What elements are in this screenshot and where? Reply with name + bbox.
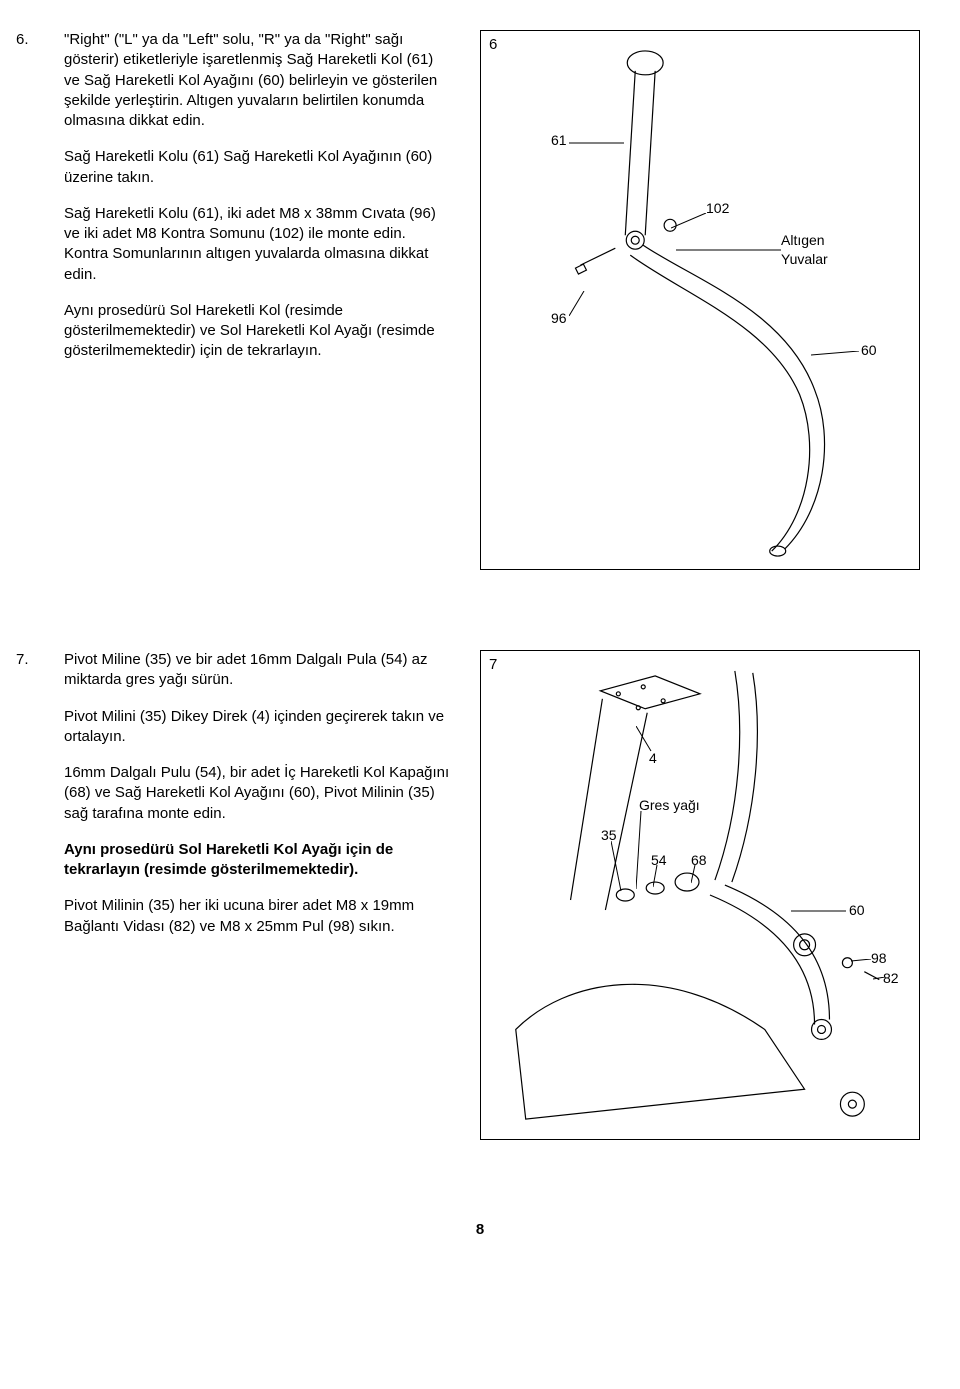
callout-60: 60 bbox=[849, 901, 865, 920]
leader-98 bbox=[851, 959, 873, 963]
leader-4 bbox=[636, 726, 656, 754]
step-7-para-3: 16mm Dalgalı Pulu (54), bir adet İç Hare… bbox=[64, 763, 450, 824]
step-6-row: 6. "Right" ("L" ya da "Left" solu, "R" y… bbox=[40, 30, 920, 570]
leader-54 bbox=[653, 865, 661, 890]
step-6-para-1: "Right" ("L" ya da "Left" solu, "R" ya d… bbox=[64, 30, 450, 131]
page-number: 8 bbox=[40, 1220, 920, 1240]
callout-altigen: Altıgen Yuvalar bbox=[781, 231, 828, 269]
leader-altigen bbox=[676, 246, 786, 256]
callout-96: 96 bbox=[551, 309, 567, 328]
leader-96 bbox=[569, 291, 594, 316]
leader-60b bbox=[791, 909, 851, 913]
fig-6-svg bbox=[481, 31, 919, 569]
step-7-figure: 7 bbox=[480, 650, 920, 1140]
leader-61 bbox=[569, 139, 629, 149]
step-7-para-5: Pivot Milinin (35) her iki ucuna birer a… bbox=[64, 896, 450, 937]
step-7-para-2: Pivot Milini (35) Dikey Direk (4) içinde… bbox=[64, 707, 450, 748]
step-7-text: 7. Pivot Miline (35) ve bir adet 16mm Da… bbox=[40, 650, 450, 1140]
step-6-number: 6. bbox=[16, 30, 29, 50]
leader-102 bbox=[671, 213, 711, 233]
fig-7-svg bbox=[481, 651, 919, 1139]
callout-gres: Gres yağı bbox=[639, 796, 700, 815]
leader-82 bbox=[873, 977, 887, 981]
step-6-figure: 6 61 102 bbox=[480, 30, 920, 570]
step-6-para-2: Sağ Hareketli Kolu (61) Sağ Hareketli Ko… bbox=[64, 147, 450, 188]
step-7-para-1: Pivot Miline (35) ve bir adet 16mm Dalga… bbox=[64, 650, 450, 691]
step-6-text: 6. "Right" ("L" ya da "Left" solu, "R" y… bbox=[40, 30, 450, 570]
callout-98: 98 bbox=[871, 949, 887, 968]
step-7-number: 7. bbox=[16, 650, 29, 670]
fig-6-number: 6 bbox=[489, 35, 497, 55]
leader-68 bbox=[691, 865, 699, 885]
step-6-para-3: Sağ Hareketli Kolu (61), iki adet M8 x 3… bbox=[64, 204, 450, 285]
leader-60 bbox=[811, 351, 866, 361]
leader-gres bbox=[636, 811, 646, 891]
fig-7-number: 7 bbox=[489, 655, 497, 675]
step-7-para-4: Aynı prosedürü Sol Hareketli Kol Ayağı i… bbox=[64, 840, 450, 881]
step-6-para-4: Aynı prosedürü Sol Hareketli Kol (resimd… bbox=[64, 301, 450, 362]
step-7-row: 7. Pivot Miline (35) ve bir adet 16mm Da… bbox=[40, 650, 920, 1140]
callout-61: 61 bbox=[551, 131, 567, 150]
leader-35 bbox=[611, 841, 626, 896]
